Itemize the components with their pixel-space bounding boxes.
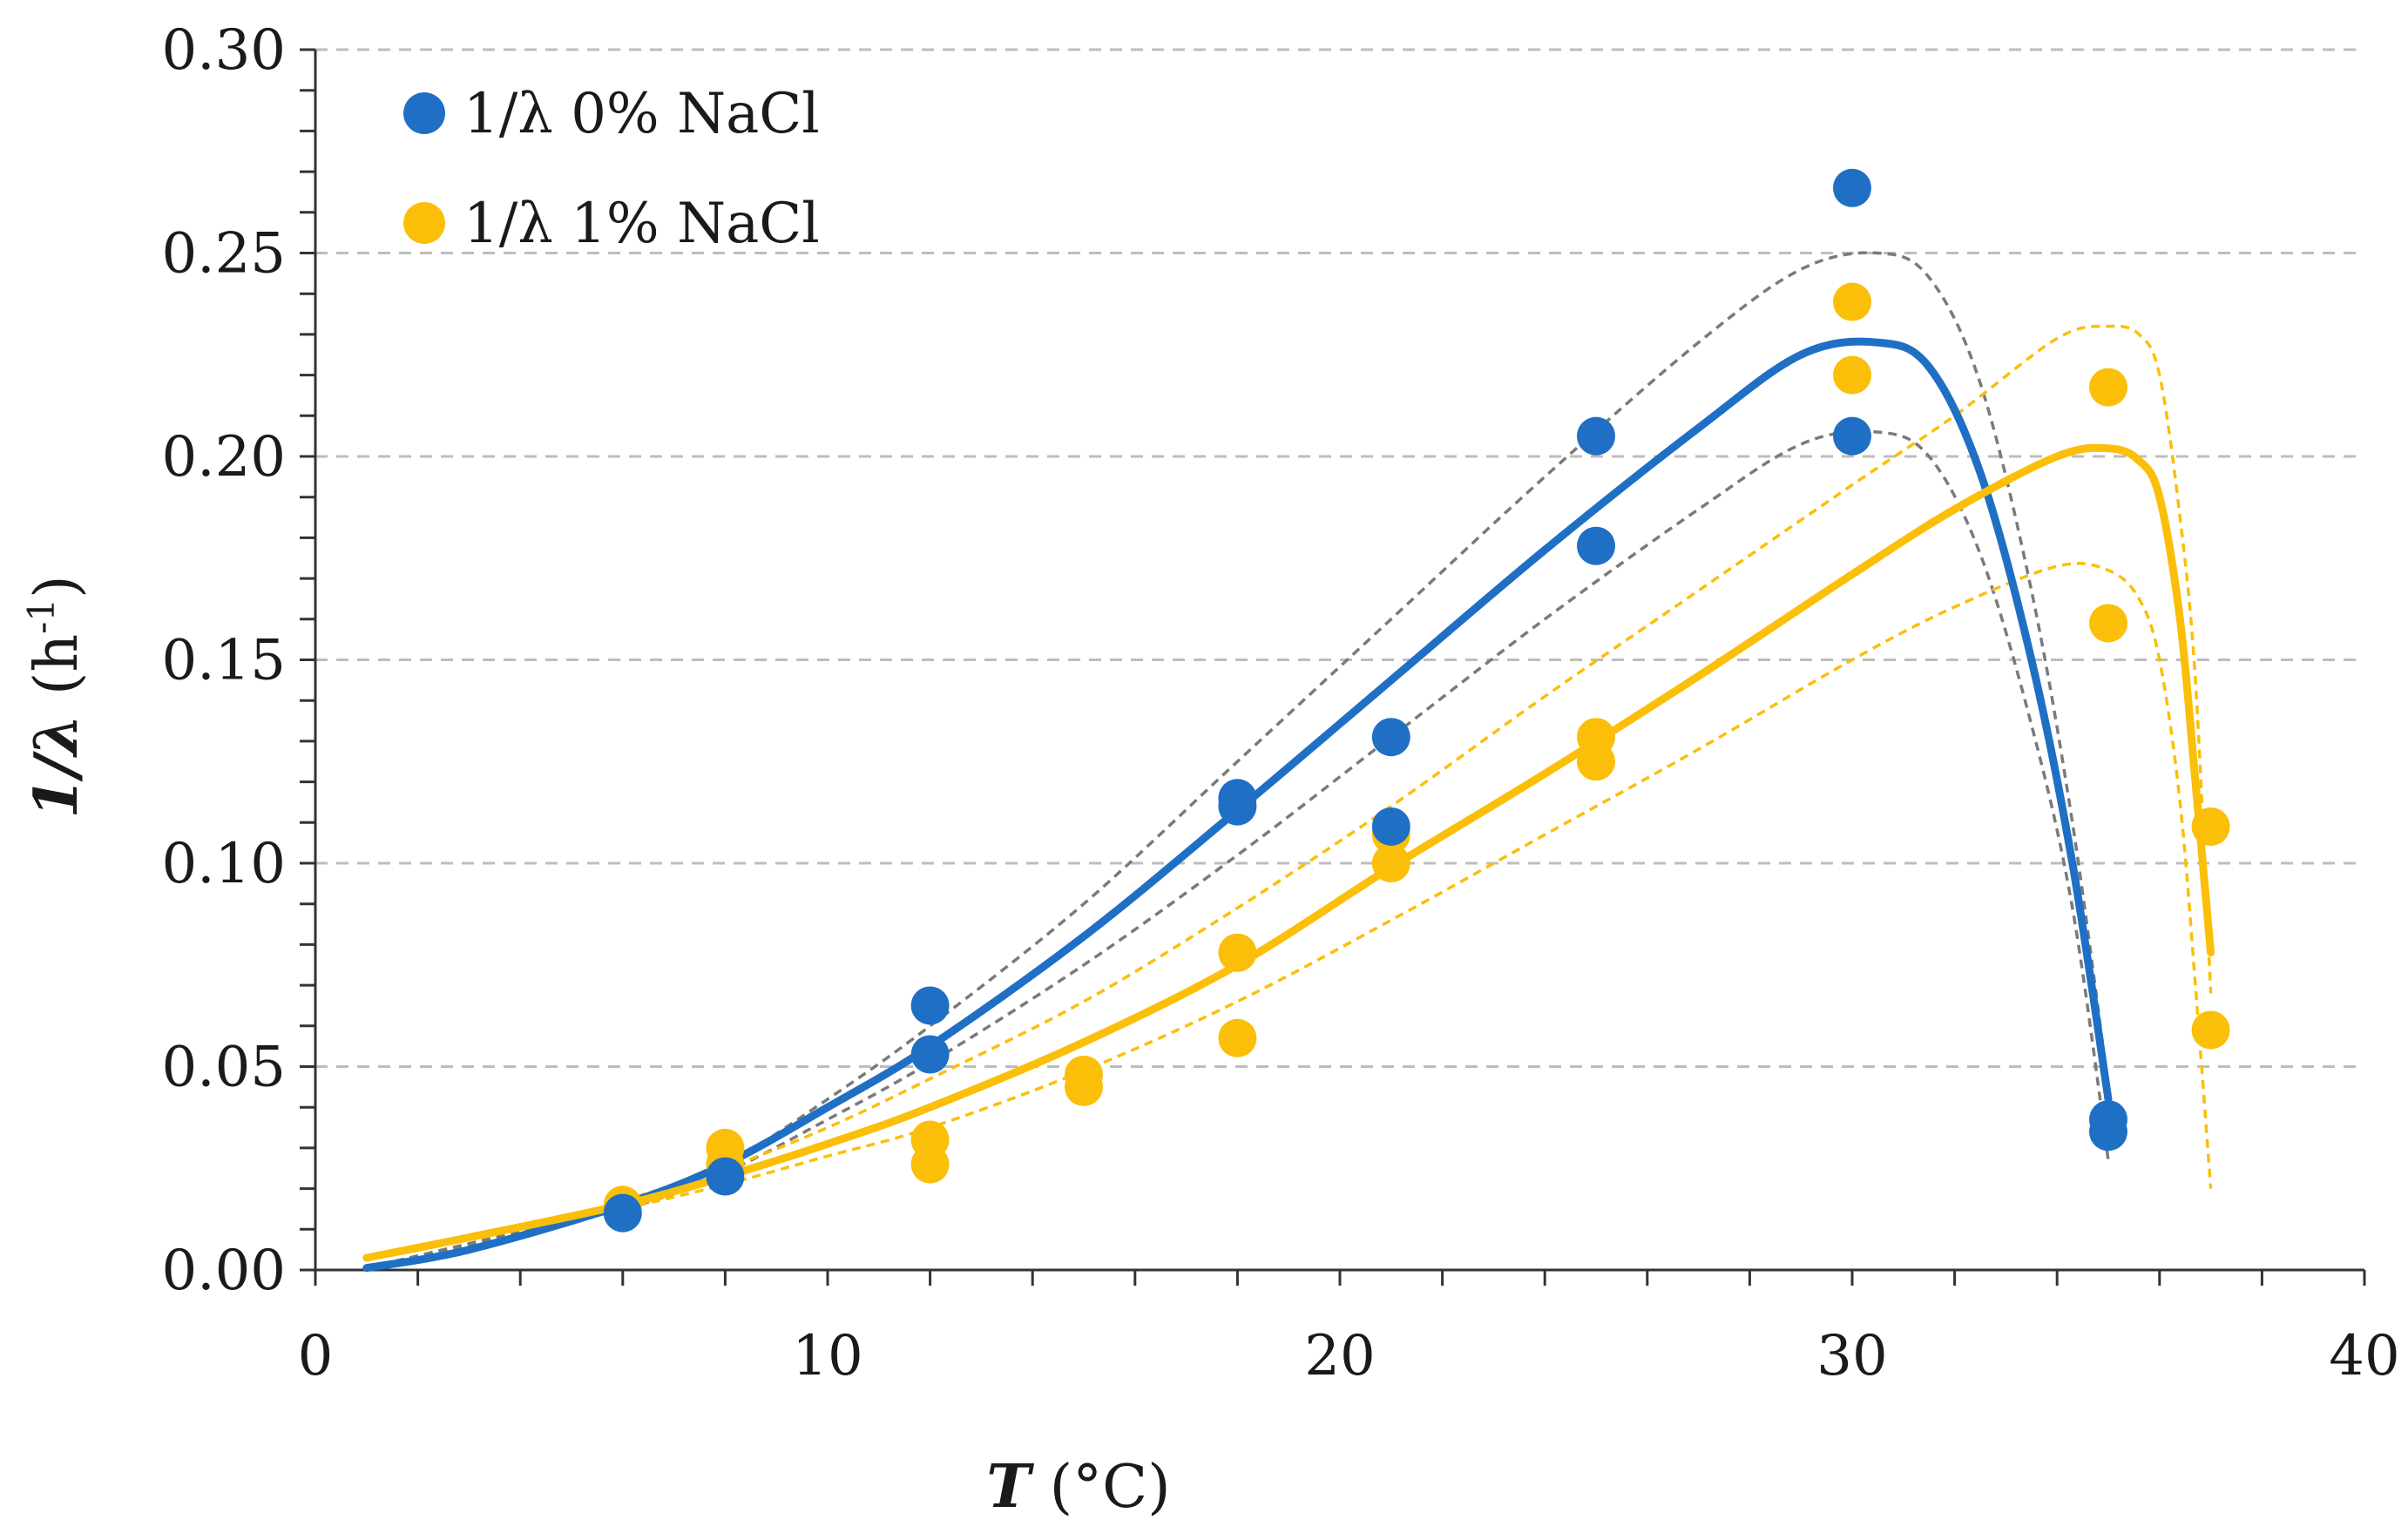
series-0-point-0 <box>603 1193 642 1233</box>
legend-label-1pct: 1/λ 1% NaCl <box>463 192 820 256</box>
series-0-point-2 <box>910 986 950 1025</box>
axes <box>300 48 2366 1286</box>
series-1-point-17 <box>2191 807 2230 846</box>
data-points <box>603 168 2230 1233</box>
series-1-point-14 <box>1833 355 1871 395</box>
series-0-point-10 <box>1833 168 1871 207</box>
y-tick-label-0: 0.00 <box>162 1239 287 1303</box>
y-tick-label-1: 0.05 <box>162 1036 287 1100</box>
legend-marker-1pct <box>403 202 445 244</box>
series-0-fit-lower-line <box>366 429 2110 1270</box>
x-axis-title-unit: (°C) <box>1031 1453 1171 1522</box>
x-tick-label-0: 0 <box>298 1324 334 1388</box>
series-0-fit-upper-line <box>366 251 2110 1270</box>
y-tick-label-5: 0.25 <box>162 222 287 287</box>
series-1-point-4 <box>910 1145 950 1184</box>
series-0-point-6 <box>1371 718 1410 757</box>
series-0-point-9 <box>1577 526 1615 565</box>
tick-labels: 0.00 0.05 0.10 0.15 0.20 0.25 0.30 0 10 20 30 40 <box>162 18 2400 1388</box>
y-axis-title-close: ) <box>23 575 91 598</box>
legend-label-0pct: 1/λ 0% NaCl <box>463 82 820 146</box>
x-tick-label-2: 20 <box>1304 1324 1375 1388</box>
series-1-point-18 <box>2191 1010 2230 1050</box>
x-tick-label-3: 30 <box>1816 1324 1887 1388</box>
series-1-point-10 <box>1371 844 1410 882</box>
series-1-fit-upper-line <box>622 324 2213 1203</box>
x-tick-label-1: 10 <box>792 1324 862 1388</box>
x-tick-label-4: 40 <box>2329 1324 2399 1388</box>
series-0-point-5 <box>1218 779 1257 818</box>
series-1-point-6 <box>1065 1067 1103 1106</box>
series-1-point-16 <box>2089 604 2127 643</box>
y-axis-title-unit: (h <box>23 634 91 714</box>
y-axis-title-exponent: -1 <box>20 598 63 634</box>
series-1-point-7 <box>1218 933 1257 972</box>
series-0-point-8 <box>1577 416 1615 456</box>
legend: 1/λ 0% NaCl 1/λ 1% NaCl <box>403 82 820 256</box>
series-0-point-11 <box>1833 416 1871 456</box>
series-0-point-1 <box>706 1157 745 1196</box>
y-tick-label-2: 0.10 <box>162 832 287 896</box>
fit-curves <box>362 251 2215 1273</box>
series-1-point-13 <box>1833 282 1871 321</box>
y-tick-label-3: 0.15 <box>162 629 287 693</box>
series-0-point-3 <box>910 1035 950 1074</box>
series-1-point-15 <box>2089 368 2127 407</box>
series-0-point-7 <box>1371 807 1410 846</box>
x-axis-title-variable: T <box>986 1452 1034 1522</box>
series-1-point-12 <box>1577 742 1615 781</box>
series-0-point-13 <box>2089 1112 2127 1152</box>
legend-marker-0pct <box>403 92 445 134</box>
y-axis-title: 1/λ (h-1) <box>20 575 91 818</box>
gridlines <box>315 48 2364 1068</box>
series-1-fit-line <box>362 443 2215 1262</box>
y-axis-title-variable: 1/λ <box>22 714 91 819</box>
series-1-point-8 <box>1218 1018 1257 1057</box>
x-axis-title: T (°C) <box>986 1452 1170 1522</box>
y-tick-label-6: 0.30 <box>162 18 287 83</box>
y-tick-label-4: 0.20 <box>162 425 287 490</box>
